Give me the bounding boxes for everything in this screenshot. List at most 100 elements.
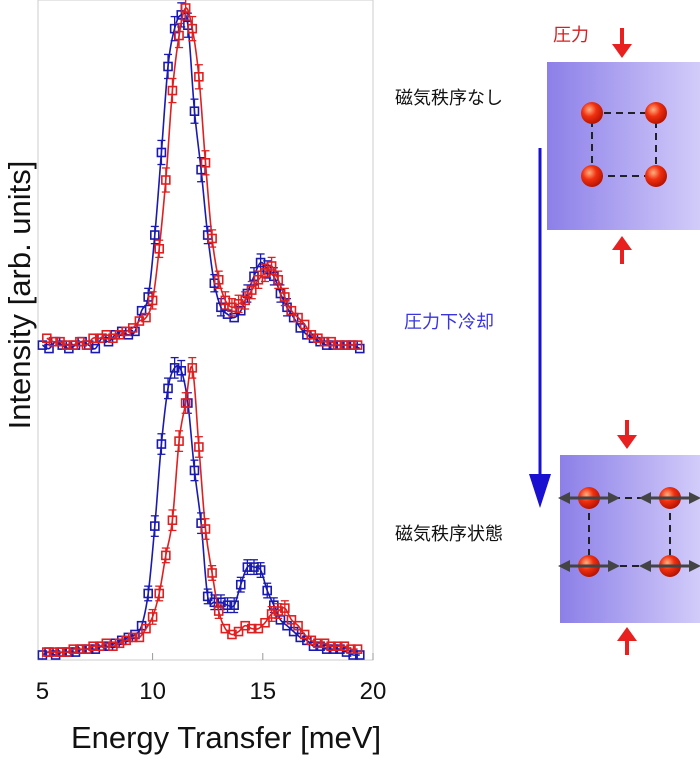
pressure-label: 圧力 bbox=[553, 25, 589, 46]
data-point bbox=[213, 606, 224, 616]
data-point bbox=[48, 336, 59, 347]
data-point bbox=[246, 285, 257, 295]
data-point bbox=[255, 257, 266, 268]
data-point bbox=[180, 398, 191, 408]
data-point bbox=[147, 295, 158, 306]
data-point bbox=[121, 635, 131, 646]
data-point bbox=[174, 30, 184, 41]
spin-arrow-icon bbox=[639, 560, 700, 572]
data-point bbox=[207, 568, 217, 578]
fit-line bbox=[42, 364, 360, 657]
data-point bbox=[253, 274, 264, 285]
y-axis-title: Intensity [arb. units] bbox=[2, 161, 37, 430]
spin-arrow-icon bbox=[558, 560, 620, 572]
data-point bbox=[88, 641, 98, 652]
data-point bbox=[156, 439, 167, 449]
atom-icon bbox=[645, 102, 667, 124]
data-point bbox=[61, 647, 72, 657]
data-point bbox=[266, 261, 277, 271]
data-point bbox=[346, 644, 356, 654]
data-point bbox=[352, 340, 363, 350]
data-point bbox=[161, 550, 171, 561]
data-point bbox=[61, 340, 72, 350]
lattice-order bbox=[558, 487, 700, 577]
data-point bbox=[150, 521, 160, 531]
x-tick-label: 15 bbox=[249, 678, 276, 705]
data-point bbox=[141, 623, 151, 634]
data-point bbox=[207, 233, 217, 244]
data-point bbox=[220, 295, 231, 306]
data-point bbox=[141, 312, 151, 323]
data-point bbox=[326, 641, 336, 652]
data-point bbox=[220, 623, 231, 634]
data-point bbox=[229, 312, 239, 323]
atom-icon bbox=[645, 165, 667, 187]
data-point bbox=[156, 147, 167, 158]
data-point bbox=[249, 562, 259, 572]
x-axis-ticks bbox=[41, 653, 374, 660]
data-point bbox=[161, 175, 171, 185]
data-point bbox=[286, 305, 297, 316]
series-blue bbox=[37, 2, 365, 354]
data-point bbox=[127, 632, 138, 643]
plot-frame bbox=[37, 0, 374, 661]
data-point bbox=[88, 333, 98, 344]
data-point bbox=[260, 617, 270, 628]
pressure-arrow-bottom-1-icon bbox=[612, 236, 632, 264]
series-blue bbox=[37, 356, 365, 660]
data-point bbox=[240, 295, 250, 306]
data-point bbox=[313, 638, 323, 649]
data-point bbox=[147, 612, 158, 622]
data-point bbox=[167, 85, 178, 96]
lattice-no-order bbox=[581, 102, 667, 187]
series-red bbox=[42, 0, 363, 350]
data-point bbox=[332, 340, 343, 350]
data-point bbox=[229, 600, 239, 610]
data-point bbox=[293, 312, 303, 323]
pressure-arrow-bottom-2-icon bbox=[617, 627, 637, 655]
panel-lower bbox=[37, 356, 365, 660]
data-point bbox=[346, 340, 356, 350]
data-point bbox=[189, 465, 200, 476]
data-point bbox=[255, 565, 266, 575]
data-point bbox=[194, 72, 204, 82]
data-point bbox=[273, 274, 284, 285]
data-point bbox=[354, 650, 365, 660]
data-point bbox=[134, 632, 145, 643]
data-point bbox=[273, 606, 284, 616]
data-point bbox=[260, 268, 270, 278]
data-point bbox=[42, 647, 52, 657]
data-point bbox=[293, 620, 303, 631]
series-red bbox=[42, 356, 363, 657]
data-point bbox=[235, 579, 246, 590]
data-point bbox=[81, 340, 92, 350]
data-point bbox=[176, 365, 187, 376]
data-point bbox=[169, 363, 180, 373]
data-point bbox=[108, 641, 118, 652]
data-point bbox=[240, 620, 250, 631]
data-point bbox=[127, 323, 138, 333]
x-axis-tick-labels: 5 10 15 20 bbox=[36, 678, 387, 705]
data-point bbox=[306, 635, 317, 646]
x-tick-label: 20 bbox=[360, 678, 387, 705]
data-point bbox=[213, 274, 224, 285]
data-point bbox=[246, 623, 257, 634]
cooling-arrow-icon bbox=[529, 148, 551, 508]
data-point bbox=[319, 638, 330, 649]
atom-icon bbox=[581, 102, 603, 124]
data-point bbox=[262, 585, 273, 596]
data-point bbox=[242, 562, 253, 572]
panel-upper bbox=[37, 0, 365, 354]
data-point bbox=[286, 615, 297, 625]
data-point bbox=[163, 383, 173, 394]
data-point bbox=[332, 641, 343, 652]
data-point bbox=[180, 3, 191, 13]
data-point bbox=[253, 623, 264, 634]
fit-line bbox=[46, 365, 358, 654]
data-point bbox=[319, 336, 330, 347]
data-point bbox=[339, 641, 350, 652]
data-point bbox=[222, 600, 233, 610]
x-axis-title: Energy Transfer [meV] bbox=[71, 720, 381, 755]
pressure-arrow-top-1-icon bbox=[612, 28, 632, 58]
